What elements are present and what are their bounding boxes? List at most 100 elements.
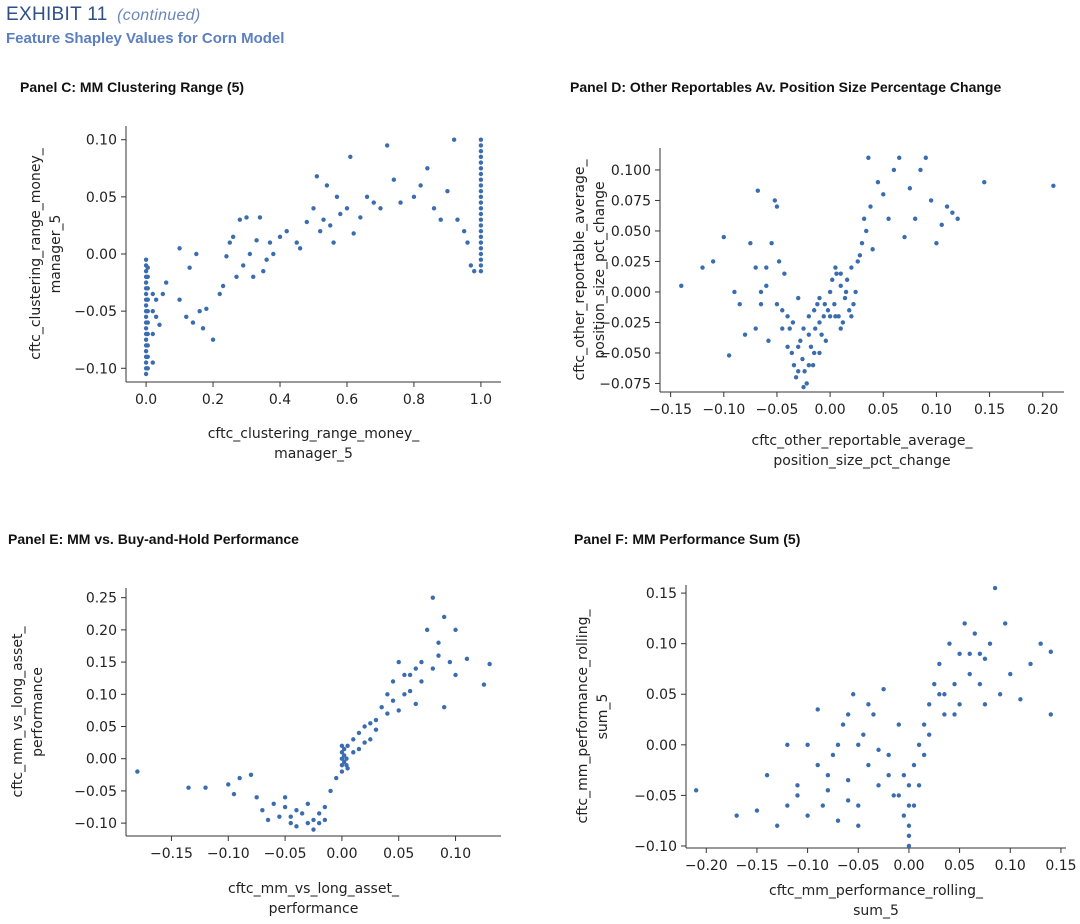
panel-c-point bbox=[244, 215, 249, 220]
panel-f-y-tick-label: −0.10 bbox=[634, 839, 677, 855]
panel-c-point bbox=[478, 206, 484, 211]
panel-f-point bbox=[977, 651, 983, 656]
panel-e-x-tick-label: 0.10 bbox=[440, 846, 471, 862]
panel-e-point bbox=[430, 666, 436, 671]
panel-c-point bbox=[411, 194, 417, 200]
panel-e-point bbox=[305, 801, 311, 806]
panel-c-point bbox=[143, 360, 149, 365]
panel-d-point bbox=[822, 301, 827, 307]
panel-e-x-tick-label: 0.05 bbox=[383, 846, 414, 862]
panel-f-point bbox=[911, 803, 917, 808]
panel-e-point bbox=[453, 672, 458, 678]
panel-d-point bbox=[780, 308, 785, 313]
panel-f-point bbox=[856, 823, 861, 828]
panel-d-point bbox=[827, 314, 833, 319]
panel-e-point bbox=[356, 730, 362, 736]
panel-f-x-tick-label: 0.10 bbox=[995, 858, 1026, 874]
panel-f-point bbox=[754, 808, 760, 813]
panel-c-y-tick-label: 0.05 bbox=[86, 190, 117, 206]
panel-d-x-axis-label: position_size_pct_change bbox=[773, 453, 950, 469]
panel-d-point bbox=[843, 289, 849, 295]
panel-d-point bbox=[796, 369, 801, 374]
panel-f-x-tick-label: 0.15 bbox=[1045, 858, 1076, 874]
panel-c-x-tick-label: 0.8 bbox=[403, 392, 425, 408]
panel-c-point bbox=[210, 337, 216, 342]
panel-c-point bbox=[478, 137, 484, 142]
panel-f-point bbox=[1048, 712, 1054, 717]
panel-c-point bbox=[451, 137, 457, 142]
panel-f-point bbox=[906, 833, 912, 839]
exhibit-title: EXHIBIT 11 (continued) bbox=[6, 4, 284, 26]
panel-e-point bbox=[339, 762, 345, 768]
panel-f-point bbox=[977, 681, 983, 687]
panel-f-title: Panel F: MM Performance Sum (5) bbox=[574, 531, 801, 547]
panel-d-point bbox=[796, 344, 801, 350]
panel-f-point bbox=[805, 813, 810, 818]
panel-c-point bbox=[465, 240, 470, 245]
panel-e-point bbox=[288, 814, 293, 819]
panel-e-point bbox=[265, 817, 271, 823]
panel-c-point bbox=[145, 366, 150, 371]
panel-c-point bbox=[184, 314, 189, 320]
panel-e-point bbox=[271, 801, 276, 806]
panel-d-point bbox=[836, 314, 841, 319]
panel-f-point bbox=[851, 692, 856, 697]
panel-e-point bbox=[203, 785, 208, 790]
panel-c-point bbox=[143, 303, 149, 308]
panel-f-point bbox=[785, 803, 790, 808]
panel-d-point bbox=[851, 301, 856, 307]
panel-c-point bbox=[384, 143, 390, 148]
panel-e-point bbox=[339, 743, 345, 749]
panel-e-point bbox=[385, 692, 390, 697]
panel-d-point bbox=[758, 301, 764, 307]
panel-f-point bbox=[881, 686, 886, 692]
panel-f-point bbox=[1048, 649, 1054, 654]
panel-d-point bbox=[726, 353, 732, 358]
panel-d-y-tick-label: 0.050 bbox=[611, 224, 651, 240]
panel-e-x-tick-label: −0.05 bbox=[264, 846, 307, 862]
panel-d-point bbox=[859, 240, 865, 246]
panel-f-y-tick-label: 0.15 bbox=[646, 586, 677, 602]
panel-c-point bbox=[224, 254, 229, 259]
panel-d-point bbox=[789, 350, 795, 356]
panel-f-point bbox=[845, 798, 851, 803]
panel-f-point bbox=[820, 803, 825, 808]
panel-c-point bbox=[234, 274, 239, 280]
panel-e-x-axis-label: cftc_mm_vs_long_asset_ bbox=[228, 881, 400, 897]
panel-c-point bbox=[194, 251, 199, 257]
panel-d-point bbox=[737, 301, 742, 307]
panel-c-point bbox=[317, 228, 323, 234]
panel-e-point bbox=[362, 740, 367, 745]
panel-e-point bbox=[322, 804, 328, 810]
panel-d-x-tick-label: 0.10 bbox=[921, 402, 952, 418]
panel-e-x-axis-label: performance bbox=[269, 901, 359, 917]
panel-d-point bbox=[857, 253, 863, 258]
panel-f-point bbox=[992, 585, 998, 591]
panel-d-point bbox=[748, 240, 753, 246]
panel-d-point bbox=[753, 326, 758, 331]
panel-c-point bbox=[371, 200, 376, 205]
panel-e-point bbox=[231, 791, 237, 797]
panel-d-y-axis-label: cftc_other_reportable_average_ bbox=[572, 159, 588, 381]
panel-e-point bbox=[402, 692, 407, 697]
panel-d-y-tick-label: 0.075 bbox=[611, 193, 651, 209]
panel-c-point bbox=[358, 215, 363, 220]
panel-f-point bbox=[957, 702, 962, 707]
panel-e-point bbox=[311, 827, 316, 832]
panel-c-point bbox=[145, 343, 150, 348]
panel-c-point bbox=[204, 306, 209, 312]
panel-c-y-tick-label: −0.10 bbox=[74, 361, 117, 377]
panel-c-y-tick-label: −0.05 bbox=[74, 304, 117, 320]
panel-e-point bbox=[341, 759, 347, 765]
panel-c-point bbox=[425, 166, 430, 171]
panel-c-point bbox=[478, 177, 484, 182]
panel-d-point bbox=[766, 338, 771, 343]
panel-f-point bbox=[987, 641, 993, 646]
panel-d-point bbox=[825, 308, 831, 313]
panel-e-point bbox=[351, 737, 356, 742]
panel-f-point bbox=[911, 762, 917, 768]
panel-e-point bbox=[277, 814, 282, 819]
panel-d-x-tick-label: −0.05 bbox=[755, 402, 798, 418]
panel-e-point bbox=[316, 811, 322, 816]
panel-f-point bbox=[805, 742, 810, 748]
